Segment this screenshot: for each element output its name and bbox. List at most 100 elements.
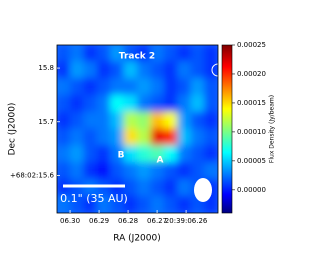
colorbar bbox=[221, 44, 233, 214]
heat-cell bbox=[163, 111, 179, 130]
scale-bar-label: 0.1" (35 AU) bbox=[60, 192, 128, 205]
heat-cell bbox=[137, 162, 152, 180]
heat-cell bbox=[69, 128, 85, 147]
heat-cell bbox=[204, 94, 218, 113]
heat-cell bbox=[83, 195, 98, 213]
heat-cell bbox=[177, 145, 192, 164]
heat-cell bbox=[163, 195, 179, 213]
heat-cell bbox=[96, 195, 112, 213]
heat-cell bbox=[69, 178, 85, 197]
heat-cell bbox=[69, 162, 85, 180]
heat-cell bbox=[57, 61, 71, 80]
chart-title: Track 2 bbox=[119, 52, 155, 62]
heat-cell bbox=[57, 78, 71, 96]
frame bbox=[56, 44, 219, 214]
y-axis-label: Dec (J2000) bbox=[8, 103, 18, 156]
heat-cell bbox=[83, 45, 98, 63]
heat-cell bbox=[177, 45, 192, 63]
heat-cell bbox=[137, 128, 152, 147]
heat-cell bbox=[57, 111, 71, 130]
heat-cell bbox=[96, 128, 112, 147]
heat-cell bbox=[150, 145, 165, 164]
heat-cell bbox=[163, 145, 179, 164]
heat-cell bbox=[69, 145, 85, 164]
heat-cell bbox=[137, 178, 152, 197]
heat-cell bbox=[137, 94, 152, 113]
x-tick-label: 06.27 bbox=[147, 217, 167, 225]
heat-cell bbox=[83, 94, 98, 113]
heat-cell bbox=[177, 111, 192, 130]
heat-cell bbox=[83, 111, 98, 130]
heat-cell bbox=[83, 145, 98, 164]
heat-cell bbox=[137, 195, 152, 213]
heat-cell bbox=[123, 45, 138, 63]
heat-cell bbox=[123, 94, 138, 113]
heat-cell bbox=[177, 178, 192, 197]
heat-cell bbox=[204, 145, 218, 164]
y-tick-label: 15.7 bbox=[38, 118, 54, 126]
heat-cell bbox=[204, 45, 218, 63]
marker bbox=[211, 63, 218, 77]
heat-cell bbox=[177, 162, 192, 180]
heat-cell bbox=[69, 94, 85, 113]
heat-cell bbox=[57, 195, 71, 213]
heat-cell bbox=[150, 78, 165, 96]
heat-cell bbox=[110, 94, 125, 113]
heat-cell bbox=[57, 45, 71, 63]
heat-cell bbox=[96, 111, 112, 130]
heat-cell bbox=[150, 195, 165, 213]
heat-cell bbox=[204, 111, 218, 130]
x-axis-label: RA (J2000) bbox=[113, 234, 161, 244]
heat-cell bbox=[96, 94, 112, 113]
heat-cell bbox=[83, 178, 98, 197]
heat-cell bbox=[163, 178, 179, 197]
heat-cell bbox=[83, 61, 98, 80]
heat-cell bbox=[123, 78, 138, 96]
x-tick-label: 06.29 bbox=[89, 217, 109, 225]
heat-cell bbox=[190, 111, 206, 130]
heat-cell bbox=[96, 45, 112, 63]
heat-cell bbox=[204, 78, 218, 96]
heat-cell bbox=[204, 162, 218, 180]
heat-cell bbox=[190, 128, 206, 147]
heat-cell bbox=[57, 162, 71, 180]
heat-cell bbox=[137, 45, 152, 63]
heat-cell bbox=[69, 78, 85, 96]
heat-cell bbox=[110, 162, 125, 180]
heat-cell bbox=[96, 61, 112, 80]
heat-cell bbox=[123, 61, 138, 80]
heat-cell bbox=[57, 178, 71, 197]
heat-cell bbox=[190, 45, 206, 63]
heat-cell bbox=[190, 162, 206, 180]
heat-cell bbox=[123, 111, 138, 130]
heat-cell bbox=[137, 78, 152, 96]
heat-cell bbox=[96, 78, 112, 96]
heat-cell bbox=[96, 162, 112, 180]
y-tick-label: +68:02:15.6 bbox=[10, 171, 55, 179]
heat-cell bbox=[110, 195, 125, 213]
heat-cell bbox=[163, 78, 179, 96]
y-tick-label: 15.8 bbox=[38, 64, 54, 72]
colorbar-tick-label: 0.00015 bbox=[237, 99, 266, 107]
heat-cell bbox=[150, 111, 165, 130]
colorbar-tick-label: 0.00005 bbox=[237, 157, 266, 165]
heat-cell bbox=[57, 128, 71, 147]
heat-cell bbox=[110, 61, 125, 80]
heat-cell bbox=[163, 128, 179, 147]
heatmap bbox=[57, 45, 218, 213]
heat-cell bbox=[110, 111, 125, 130]
heat-cell bbox=[150, 128, 165, 147]
heat-cell bbox=[110, 45, 125, 63]
heat-cell bbox=[123, 162, 138, 180]
colorbar-tick-label: 0.00025 bbox=[237, 41, 266, 49]
heat-cell bbox=[57, 94, 71, 113]
heat-cell bbox=[110, 145, 125, 164]
heat-cell bbox=[190, 145, 206, 164]
heat-cell bbox=[110, 128, 125, 147]
heat-cell bbox=[163, 45, 179, 63]
colorbar-label: Flux Density (Jy/beam) bbox=[269, 95, 276, 163]
heat-cell bbox=[69, 195, 85, 213]
heat-cell bbox=[163, 94, 179, 113]
heat-cell bbox=[123, 178, 138, 197]
heat-cell bbox=[163, 162, 179, 180]
